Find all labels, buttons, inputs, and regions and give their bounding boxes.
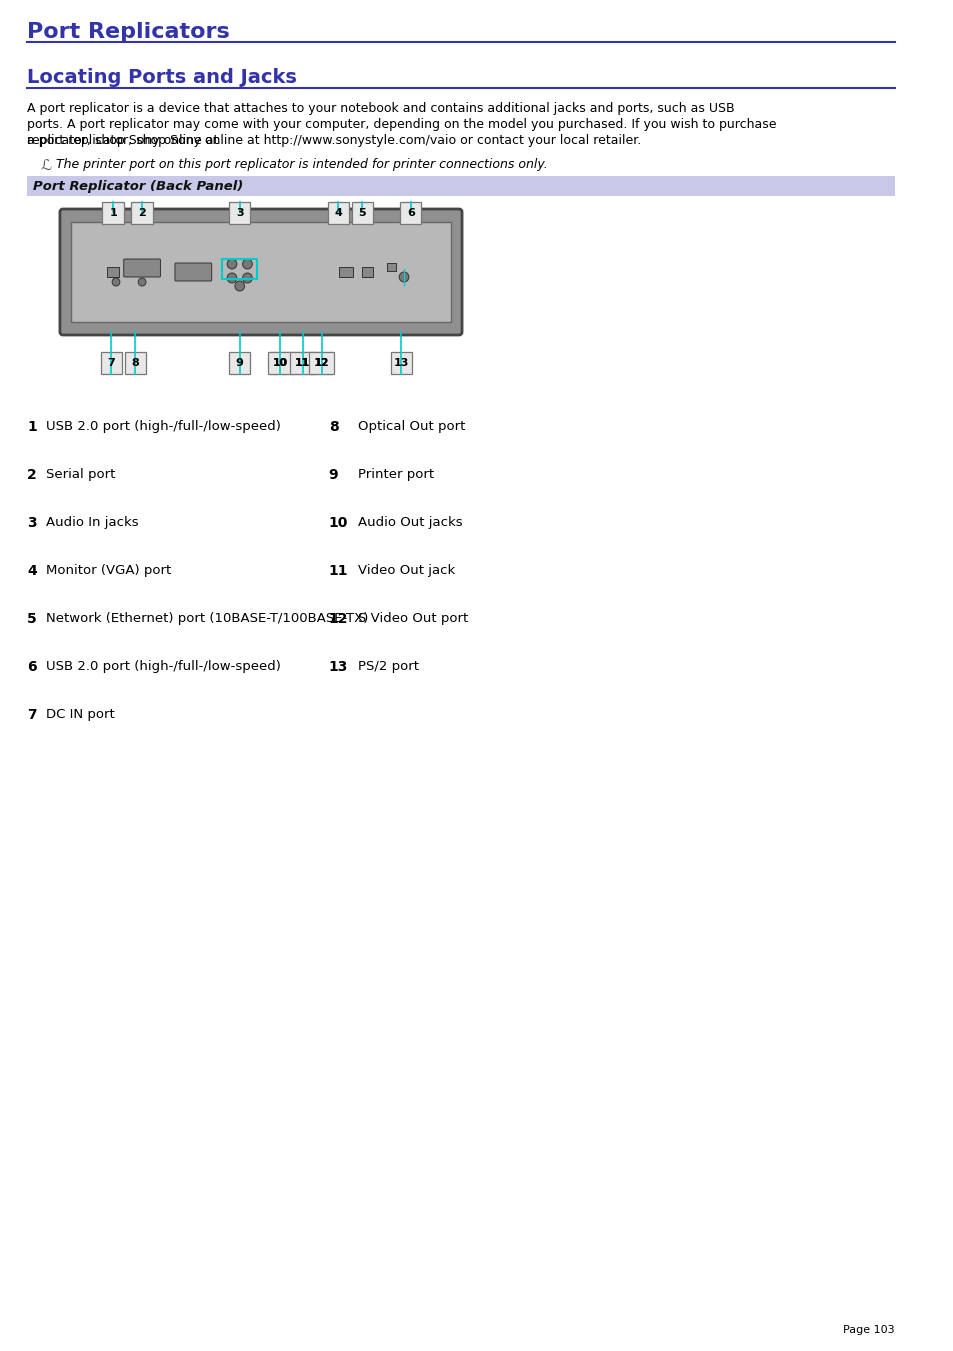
Text: Locating Ports and Jacks: Locating Ports and Jacks xyxy=(27,68,296,86)
Text: 1: 1 xyxy=(109,208,117,218)
Text: 13: 13 xyxy=(393,358,409,367)
Text: 6: 6 xyxy=(27,661,36,674)
Text: 10: 10 xyxy=(273,358,287,367)
Text: 6: 6 xyxy=(406,208,415,218)
Text: 12: 12 xyxy=(328,612,348,626)
Circle shape xyxy=(227,273,236,282)
Text: 11: 11 xyxy=(328,563,348,578)
Text: 10: 10 xyxy=(273,358,288,367)
Bar xyxy=(327,203,349,224)
Bar xyxy=(339,267,353,277)
Bar xyxy=(292,353,313,374)
Circle shape xyxy=(227,259,236,269)
Bar xyxy=(399,203,421,224)
Text: 9: 9 xyxy=(328,467,338,482)
Bar xyxy=(102,203,124,224)
Text: 10: 10 xyxy=(328,516,348,530)
Text: 2: 2 xyxy=(27,467,37,482)
Text: Audio In jacks: Audio In jacks xyxy=(47,516,139,530)
Bar xyxy=(68,220,454,324)
Text: a port replicator, shop Sony online at http://www.sonystyle.com/vaio or contact : a port replicator, shop Sony online at h… xyxy=(27,134,640,147)
Bar xyxy=(229,353,250,374)
Text: Network (Ethernet) port (10BASE-T/100BASE-TX): Network (Ethernet) port (10BASE-T/100BAS… xyxy=(47,612,369,626)
Bar xyxy=(125,353,146,374)
Text: ports. A port replicator may come with your computer, depending on the model you: ports. A port replicator may come with y… xyxy=(27,118,776,131)
Bar xyxy=(352,203,373,224)
Bar xyxy=(311,353,333,374)
Bar xyxy=(268,353,293,374)
Text: Video Out jack: Video Out jack xyxy=(357,563,455,577)
Circle shape xyxy=(242,259,252,269)
Text: 13: 13 xyxy=(328,661,348,674)
Bar xyxy=(222,259,257,280)
Text: DC IN port: DC IN port xyxy=(47,708,115,721)
FancyBboxPatch shape xyxy=(61,209,460,334)
Text: 3: 3 xyxy=(27,516,36,530)
Text: USB 2.0 port (high-/full-/low-speed): USB 2.0 port (high-/full-/low-speed) xyxy=(47,661,281,673)
Bar xyxy=(132,203,152,224)
Text: Serial port: Serial port xyxy=(47,467,115,481)
Text: Monitor (VGA) port: Monitor (VGA) port xyxy=(47,563,172,577)
Text: 11: 11 xyxy=(295,358,310,367)
Text: S Video Out port: S Video Out port xyxy=(357,612,467,626)
Circle shape xyxy=(398,272,409,282)
Text: USB 2.0 port (high-/full-/low-speed): USB 2.0 port (high-/full-/low-speed) xyxy=(47,420,281,434)
Text: 2: 2 xyxy=(138,208,146,218)
Text: Printer port: Printer port xyxy=(357,467,434,481)
FancyBboxPatch shape xyxy=(174,263,212,281)
Text: 3: 3 xyxy=(235,208,243,218)
Text: 7: 7 xyxy=(107,358,115,367)
Text: 4: 4 xyxy=(27,563,37,578)
Text: Port Replicators: Port Replicators xyxy=(27,22,230,42)
Text: 11: 11 xyxy=(294,358,310,367)
Text: 5: 5 xyxy=(358,208,366,218)
Text: 12: 12 xyxy=(314,358,330,367)
Text: ℒ: ℒ xyxy=(41,158,51,173)
Bar xyxy=(290,353,314,374)
Bar xyxy=(268,353,293,374)
FancyBboxPatch shape xyxy=(60,209,461,335)
Bar xyxy=(386,263,395,272)
Text: replicator, shop Sony online at: replicator, shop Sony online at xyxy=(27,134,222,147)
Bar xyxy=(27,176,894,196)
Circle shape xyxy=(138,278,146,286)
FancyBboxPatch shape xyxy=(124,259,160,277)
Bar xyxy=(270,353,291,374)
Text: 9: 9 xyxy=(235,358,243,367)
Text: 12: 12 xyxy=(314,358,329,367)
Bar xyxy=(390,353,412,374)
Bar xyxy=(309,353,335,374)
Text: 4: 4 xyxy=(335,208,342,218)
Bar xyxy=(71,222,451,322)
Text: The printer port on this port replicator is intended for printer connections onl: The printer port on this port replicator… xyxy=(56,158,547,172)
Text: 5: 5 xyxy=(27,612,37,626)
Circle shape xyxy=(234,281,244,290)
Text: A port replicator is a device that attaches to your notebook and contains additi: A port replicator is a device that attac… xyxy=(27,101,734,115)
Circle shape xyxy=(242,273,252,282)
Text: 8: 8 xyxy=(132,358,139,367)
Text: Optical Out port: Optical Out port xyxy=(357,420,464,434)
Bar xyxy=(100,353,122,374)
Bar xyxy=(229,203,250,224)
Text: Port Replicator (Back Panel): Port Replicator (Back Panel) xyxy=(32,180,243,193)
Text: 7: 7 xyxy=(27,708,36,721)
Bar xyxy=(309,353,335,374)
Bar xyxy=(361,267,373,277)
Text: 1: 1 xyxy=(27,420,37,434)
Bar xyxy=(290,353,314,374)
Bar xyxy=(107,267,119,277)
Text: 8: 8 xyxy=(328,420,338,434)
Text: PS/2 port: PS/2 port xyxy=(357,661,418,673)
Circle shape xyxy=(112,278,120,286)
Text: Audio Out jacks: Audio Out jacks xyxy=(357,516,462,530)
Text: Page 103: Page 103 xyxy=(842,1325,894,1335)
